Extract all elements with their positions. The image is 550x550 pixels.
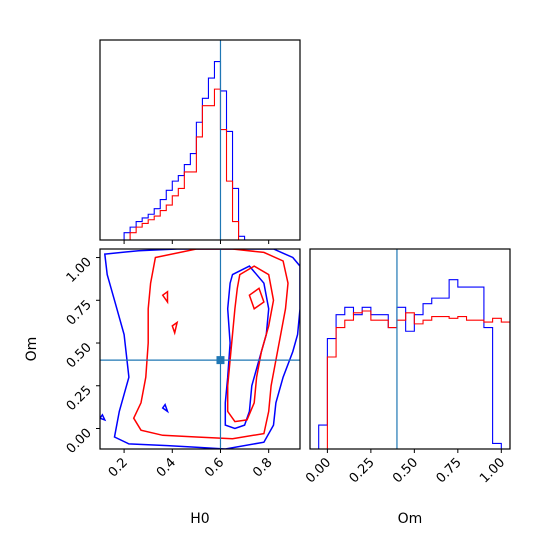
joint-ytick-label: 0.00 [64, 426, 95, 457]
joint-ytick-label: 0.50 [64, 340, 95, 371]
om-marginal-xtick-label: 0.00 [303, 455, 334, 486]
red-contour-1 [226, 265, 275, 423]
blue-contour-3 [161, 402, 169, 414]
joint-xtick-label: 0.4 [154, 455, 179, 480]
joint-xtick-label: 0.2 [106, 455, 131, 480]
h0-axis-label: H0 [190, 511, 209, 527]
om-marginal-xtick-label: 0.50 [390, 455, 421, 486]
red-contour-2 [248, 287, 265, 310]
joint-ytick-label: 0.75 [64, 298, 95, 329]
blue-histogram-series [123, 60, 246, 240]
joint-xtick-label: 0.6 [202, 455, 227, 480]
joint-frame [99, 248, 301, 450]
red-contour-4 [171, 320, 179, 336]
h0-marginal-panel [99, 39, 301, 244]
red-contour-3 [161, 290, 169, 305]
blue-contour-1 [224, 265, 270, 430]
joint-truth-marker [216, 356, 225, 365]
joint-ytick-label: 0.25 [64, 383, 95, 414]
om-axis-label: Om [398, 511, 423, 527]
h0-marginal-frame [99, 39, 301, 241]
red-histogram-series [326, 310, 510, 449]
om-y-axis-label: Om [24, 337, 40, 362]
om-marginal-panel: 0.00 0.25 0.50 0.75 1.00 [303, 248, 511, 486]
blue-histogram-series [318, 279, 502, 449]
om-marginal-frame [309, 248, 511, 450]
om-marginal-xtick-label: 0.25 [347, 455, 378, 486]
red-histogram-series [129, 88, 240, 240]
red-contour-0 [132, 249, 289, 440]
joint-ytick-label: 1.00 [64, 255, 95, 286]
blue-contour-2 [100, 413, 107, 422]
joint-panel: 0.2 0.4 0.6 0.8 0.00 0.25 0.50 0.75 1.00 [64, 248, 301, 480]
blue-contour-0 [103, 249, 300, 449]
om-marginal-xtick-label: 1.00 [477, 455, 508, 486]
om-marginal-xtick-label: 0.75 [434, 455, 465, 486]
joint-xtick-label: 0.8 [250, 455, 275, 480]
